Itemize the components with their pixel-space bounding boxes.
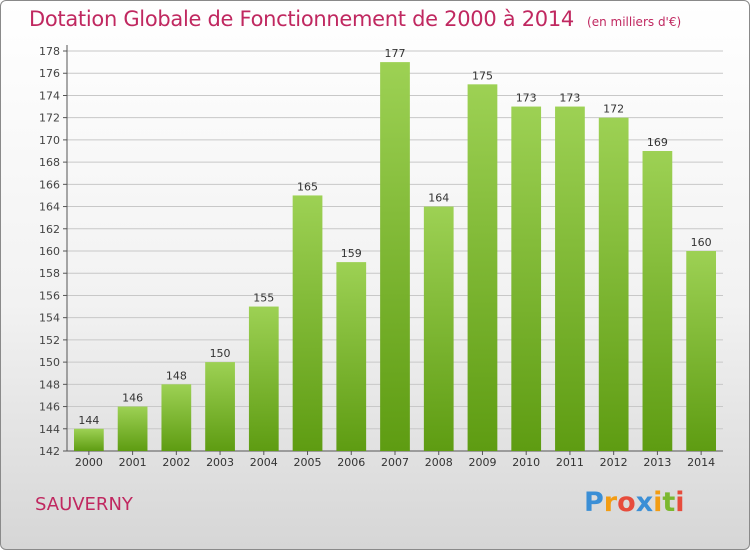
logo-letter: o bbox=[617, 487, 636, 518]
x-tick-label: 2002 bbox=[162, 456, 190, 469]
y-tick-label: 170 bbox=[39, 134, 60, 147]
bar-2005 bbox=[292, 195, 323, 451]
data-label: 173 bbox=[559, 92, 580, 105]
bar-2014 bbox=[686, 251, 717, 451]
bar-2001 bbox=[117, 406, 148, 451]
y-tick-label: 152 bbox=[39, 334, 60, 347]
x-tick-label: 2005 bbox=[294, 456, 322, 469]
bar-2006 bbox=[336, 262, 367, 451]
bar-2009 bbox=[467, 84, 498, 451]
y-tick-label: 166 bbox=[39, 178, 60, 191]
bar-2004 bbox=[248, 306, 279, 451]
x-tick-label: 2006 bbox=[337, 456, 365, 469]
x-tick-label: 2000 bbox=[75, 456, 103, 469]
y-tick-label: 156 bbox=[39, 289, 60, 302]
logo-letter: i bbox=[653, 487, 663, 518]
data-label: 148 bbox=[166, 369, 187, 382]
data-label: 146 bbox=[122, 392, 143, 405]
x-tick-label: 2001 bbox=[119, 456, 147, 469]
logo-letter: t bbox=[662, 487, 676, 518]
y-tick-label: 146 bbox=[39, 401, 60, 414]
data-label: 150 bbox=[210, 347, 231, 360]
chart-subtitle: (en milliers d'€) bbox=[587, 15, 682, 29]
bar-2012 bbox=[598, 117, 629, 452]
logo-letter: P bbox=[584, 487, 604, 518]
bar-2007 bbox=[380, 62, 410, 451]
y-tick-label: 158 bbox=[39, 267, 60, 280]
x-tick-label: 2014 bbox=[687, 456, 715, 469]
data-label: 173 bbox=[516, 92, 537, 105]
x-tick-label: 2012 bbox=[600, 456, 628, 469]
bar-2010 bbox=[511, 106, 542, 452]
data-label: 172 bbox=[603, 103, 624, 116]
y-tick-label: 172 bbox=[39, 112, 60, 125]
data-label: 177 bbox=[385, 47, 406, 60]
bar-2003 bbox=[205, 362, 235, 451]
data-label: 144 bbox=[78, 414, 99, 427]
logo-letter: x bbox=[635, 487, 654, 518]
data-label: 165 bbox=[297, 180, 318, 193]
y-tick-label: 160 bbox=[39, 245, 60, 258]
y-tick-label: 176 bbox=[39, 67, 60, 80]
x-tick-label: 2003 bbox=[206, 456, 234, 469]
x-tick-label: 2008 bbox=[425, 456, 453, 469]
y-tick-label: 168 bbox=[39, 156, 60, 169]
bar-2002 bbox=[161, 384, 192, 451]
x-tick-label: 2009 bbox=[468, 456, 496, 469]
y-tick-label: 178 bbox=[39, 45, 60, 58]
x-tick-label: 2007 bbox=[381, 456, 409, 469]
x-tick-label: 2004 bbox=[250, 456, 278, 469]
chart-title: Dotation Globale de Fonctionnement de 20… bbox=[29, 7, 574, 31]
data-label: 164 bbox=[428, 192, 449, 205]
y-tick-label: 144 bbox=[39, 423, 60, 436]
logo-letter: i bbox=[675, 487, 685, 518]
data-label: 175 bbox=[472, 69, 493, 82]
y-tick-label: 142 bbox=[39, 445, 60, 458]
x-tick-label: 2013 bbox=[643, 456, 671, 469]
y-tick-label: 148 bbox=[39, 378, 60, 391]
y-tick-label: 150 bbox=[39, 356, 60, 369]
logo-letter: r bbox=[603, 487, 618, 518]
x-tick-label: 2011 bbox=[556, 456, 584, 469]
y-tick-label: 164 bbox=[39, 201, 60, 214]
bar-2013 bbox=[642, 151, 673, 451]
bar-2008 bbox=[423, 206, 454, 451]
commune-name: SAUVERNY bbox=[35, 494, 133, 515]
bar-2011 bbox=[555, 106, 585, 452]
data-label: 160 bbox=[691, 236, 712, 249]
data-label: 169 bbox=[647, 136, 668, 149]
y-tick-label: 162 bbox=[39, 223, 60, 236]
proxiti-logo: Proxiti bbox=[584, 487, 685, 518]
data-label: 159 bbox=[341, 247, 362, 260]
x-tick-label: 2010 bbox=[512, 456, 540, 469]
bar-2000 bbox=[73, 428, 104, 451]
title-row: Dotation Globale de Fonctionnement de 20… bbox=[29, 7, 681, 31]
data-label: 155 bbox=[253, 292, 274, 305]
y-tick-label: 174 bbox=[39, 89, 60, 102]
y-tick-label: 154 bbox=[39, 312, 60, 325]
